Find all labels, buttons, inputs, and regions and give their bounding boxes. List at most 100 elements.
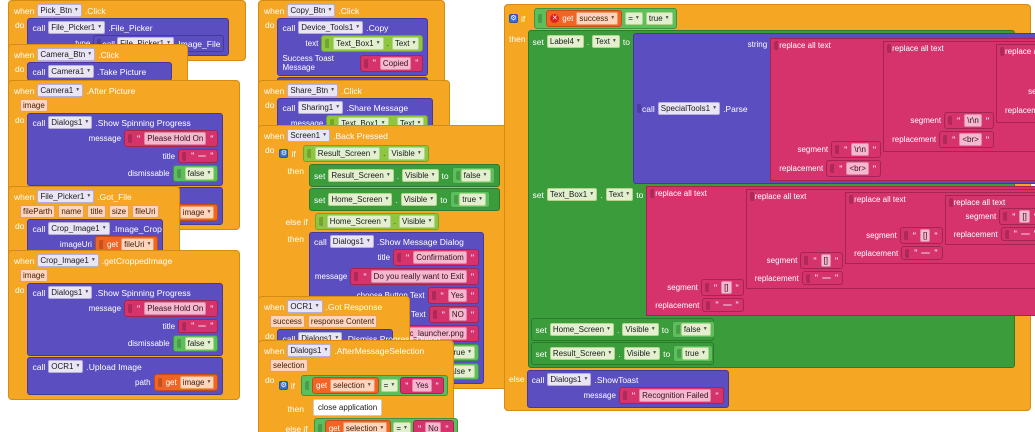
logic-false[interactable]: false ▼	[172, 165, 219, 182]
control-if-container[interactable]: ⚙ if ✕ get success ▼ = ▼ true ▼ then	[504, 4, 1035, 411]
text-value[interactable]: <br>	[959, 133, 982, 146]
setter-stack[interactable]: set Label4 ▼ . Text ▼ to call SpecialTools…	[527, 30, 1035, 368]
text-value[interactable]: Copied	[379, 56, 412, 70]
text-value[interactable]: Confirmatiom	[413, 251, 467, 264]
variable-dropdown[interactable]: selection ▼	[342, 422, 388, 432]
call-showtoast-failed[interactable]: call Dialogs1 ▼ .ShowToast message " Recog…	[526, 370, 729, 408]
get-fileuri-variable[interactable]: get fileUri ▼	[94, 236, 159, 253]
text-please-hold-on[interactable]: " Please Hold On "	[124, 130, 219, 147]
component-dropdown-label4[interactable]: Label4 ▼	[546, 35, 584, 48]
logic-false[interactable]: false ▼	[451, 167, 495, 184]
text-title-empty[interactable]: " "	[178, 319, 219, 333]
set-label4-text[interactable]: set Label4 ▼ . Text ▼ to call SpecialTools…	[531, 33, 1035, 184]
replace-all-text-c[interactable]: replace all text segment "[] " replacemen…	[845, 192, 1035, 264]
component-dropdown-pick-btn[interactable]: Pick_Btn ▼	[37, 4, 82, 17]
getter-result-screen-visible[interactable]: Result_Screen ▼ . Visible ▼	[302, 145, 429, 162]
set-result-screen-visible[interactable]: set Result_Screen ▼ . Visible ▼ to false ▼	[309, 164, 500, 187]
text-value[interactable]: Do you really want to Exit	[370, 270, 467, 283]
component-dropdown-text-box1[interactable]: Text_Box1 ▼	[333, 37, 384, 50]
component-dropdown-device-tools1[interactable]: Device_Tools1 ▼	[298, 21, 364, 34]
text-replacement[interactable]: " "	[702, 298, 744, 312]
text-segment[interactable]: "[]"	[800, 252, 844, 269]
get-image-variable[interactable]: get image▼	[153, 374, 219, 391]
component-dropdown-file-picker1[interactable]: File_Picker1 ▼	[37, 190, 95, 203]
property-dropdown-text[interactable]: Text ▼	[592, 35, 620, 48]
component-dropdown-camera1[interactable]: Camera1 ▼	[48, 65, 95, 78]
set-textbox1-text[interactable]: set Text_Box1 ▼ . Text ▼ to replace all te…	[531, 186, 1035, 316]
text-value[interactable]	[921, 252, 931, 254]
text-value[interactable]: NO	[448, 308, 467, 321]
block-camera-btn-click[interactable]: when Camera_Btn ▼ .Click do call Camera1 ▼…	[8, 44, 188, 86]
component-dropdown-result-screen[interactable]: Result_Screen ▼	[314, 147, 381, 160]
component-dropdown-sharing1[interactable]: Sharing1 ▼	[298, 101, 344, 114]
text-value[interactable]: []	[820, 254, 831, 267]
call-show-spinning-progress[interactable]: call Dialogs1 ▼ .Show Spinning Progress m…	[27, 113, 224, 186]
component-dropdown-camera-btn[interactable]: Camera_Btn ▼	[37, 48, 96, 61]
compare-success-true[interactable]: ✕ get success ▼ = ▼ true ▼	[534, 8, 677, 29]
logic-true[interactable]: true ▼	[450, 191, 491, 208]
component-dropdown-copy-btn[interactable]: Copy_Btn ▼	[287, 4, 336, 17]
replace-all-text-3[interactable]: replace all text segment "\n"	[996, 44, 1035, 123]
call-take-picture[interactable]: call Camera1 ▼ .Take Picture	[27, 62, 173, 81]
close-application-block[interactable]: close application	[313, 399, 383, 416]
component-dropdown-dialogs1[interactable]: Dialogs1▼	[48, 116, 93, 129]
param-response-content[interactable]: response Content	[307, 315, 378, 328]
property-dropdown-visible[interactable]: Visible ▼	[402, 169, 439, 182]
set-home-screen-visible[interactable]: set Home_Screen ▼ . Visible ▼ to false ▼	[530, 318, 715, 341]
text-replacement[interactable]: " "	[1000, 227, 1035, 241]
logic-value[interactable]: false ▼	[184, 337, 215, 350]
text-value[interactable]: \r\n	[851, 143, 869, 156]
mutator-gear-icon[interactable]: ⚙	[279, 149, 289, 158]
component-dropdown-screen1[interactable]: Screen1 ▼	[287, 129, 331, 142]
component-dropdown-crop-image1[interactable]: Crop_Image1 ▼	[48, 222, 110, 235]
text-value[interactable]: []	[919, 229, 931, 242]
compare-selection-yes[interactable]: get selection ▼ = ▼ " Yes "	[301, 375, 448, 396]
text-value[interactable]: Please Hold On	[144, 302, 207, 315]
operator-dropdown[interactable]: = ▼	[625, 12, 643, 25]
text-value[interactable]	[198, 155, 207, 157]
param-name[interactable]: name	[58, 205, 85, 218]
param-image[interactable]: image	[20, 99, 48, 112]
replace-all-text-a[interactable]: replace all text segment "[] " replacemen…	[646, 186, 1035, 316]
component-dropdown-specialtools1[interactable]: SpecialTools1 ▼	[657, 102, 721, 115]
text-exit-confirm[interactable]: " Do you really want to Exit "	[350, 268, 480, 285]
block-main-parse-logic[interactable]: ⚙ if ✕ get success ▼ = ▼ true ▼ then	[504, 4, 1035, 411]
logic-value[interactable]: false ▼	[184, 167, 215, 180]
replace-all-text-d[interactable]: replace all text segment "[]" replacemen…	[944, 195, 1035, 245]
component-dropdown-crop-image1[interactable]: Crop_Image1 ▼	[37, 254, 99, 267]
mutator-gear-icon[interactable]: ⚙	[509, 14, 518, 23]
getter-home-screen-visible[interactable]: Home_Screen ▼ . Visible ▼	[314, 213, 440, 230]
logic-true-value[interactable]: true ▼	[645, 12, 673, 25]
property-dropdown-text[interactable]: Text ▼	[391, 37, 420, 50]
block-file-picker1-got-file[interactable]: when File_Picker1 ▼ .Got_File fileParth n…	[8, 186, 180, 262]
text-segment[interactable]: " \r\n "	[944, 112, 995, 129]
component-dropdown-file-picker1[interactable]: File_Picker1 ▼	[48, 21, 106, 34]
component-dropdown-home-screen[interactable]: Home_Screen ▼	[328, 193, 393, 206]
text-segment[interactable]: " \r\n "	[831, 141, 882, 158]
replace-all-text-1[interactable]: replace all text segment " \r\n " replacem…	[770, 38, 1035, 181]
block-crop-image1-getcroppedimage[interactable]: when Crop_Image1 ▼ .getCroppedImage image…	[8, 250, 240, 400]
component-dropdown-home-screen[interactable]: Home_Screen ▼	[549, 323, 614, 336]
text-value[interactable]: <br>	[846, 162, 869, 175]
mutator-gear-icon[interactable]: ⚙	[279, 381, 288, 390]
text-replacement[interactable]: " "	[901, 246, 943, 260]
delete-icon[interactable]: ✕	[550, 14, 560, 23]
set-result-screen-visible[interactable]: set Result_Screen ▼ . Visible ▼ to true ▼	[530, 342, 714, 365]
call-device-tools-copy[interactable]: call Device_Tools1 ▼ .Copy text Text_Box1…	[277, 18, 429, 76]
text-no[interactable]: " No "	[412, 420, 454, 432]
text-value[interactable]: Recognition Failed	[639, 389, 712, 402]
param-fileuri[interactable]: fileUri	[132, 205, 159, 218]
param-fileparth[interactable]: fileParth	[20, 205, 56, 218]
text-copied[interactable]: " Copied "	[359, 54, 424, 72]
variable-dropdown[interactable]: selection ▼	[330, 379, 375, 392]
component-dropdown-camera1[interactable]: Camera1 ▼	[37, 84, 84, 97]
text-segment[interactable]: "[]"	[700, 279, 744, 296]
component-dropdown-home-screen[interactable]: Home_Screen ▼	[326, 215, 391, 228]
getter-textbox1-text[interactable]: Text_Box1 ▼ . Text ▼	[321, 35, 424, 52]
control-if-block[interactable]: ⚙ if get selection ▼ = ▼ " Yes " then close …	[277, 373, 458, 432]
text-value[interactable]	[821, 277, 831, 279]
text-value[interactable]: Yes	[447, 289, 467, 302]
component-dropdown-dialogs1[interactable]: Dialogs1▼	[329, 235, 374, 248]
property-dropdown-visible[interactable]: Visible ▼	[623, 347, 661, 360]
call-image-crop[interactable]: call Crop_Image1 ▼ .Image_Crop imageUri g…	[27, 219, 164, 257]
